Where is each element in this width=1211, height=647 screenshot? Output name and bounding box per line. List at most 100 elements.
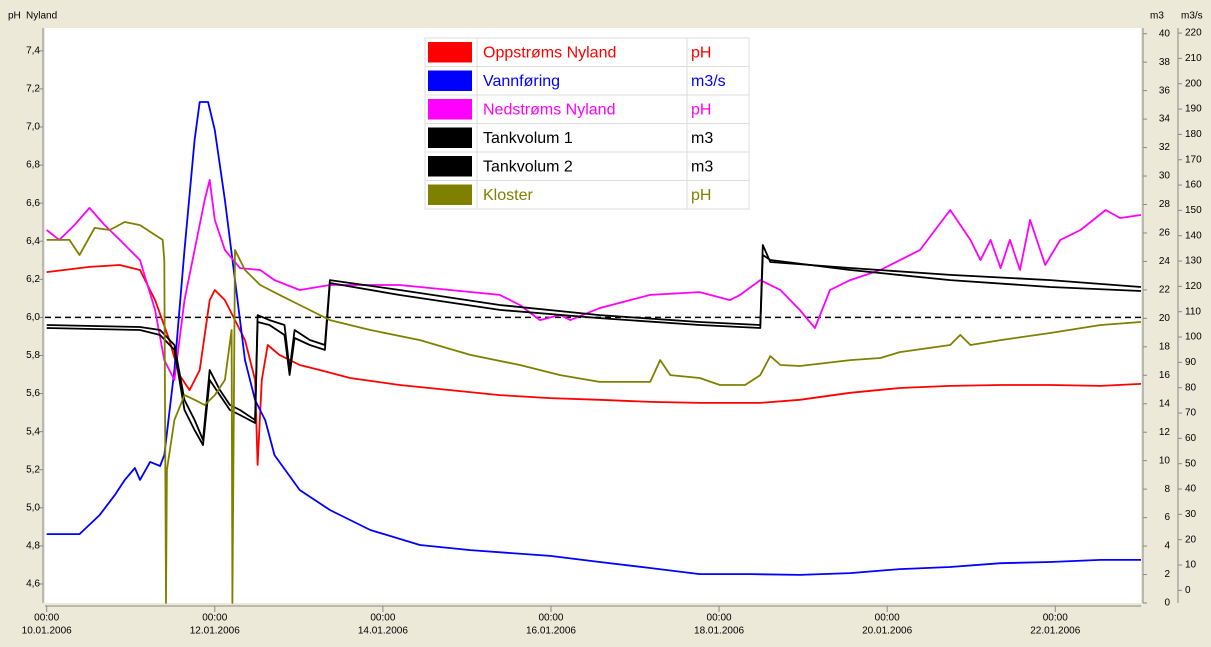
y2-tick-label: 0 <box>1164 598 1170 609</box>
y-tick-label: 5,2 <box>26 464 40 475</box>
x-tick-time: 00:00 <box>1043 613 1068 624</box>
x-tick-label: 22.01.2006 <box>1030 626 1080 637</box>
x-tick-time: 00:00 <box>370 613 395 624</box>
y2-tick-label: 18 <box>1159 341 1171 352</box>
legend-name: Kloster <box>483 187 533 204</box>
y2-tick-label: 34 <box>1159 114 1171 125</box>
y3-tick-label: 70 <box>1185 408 1197 419</box>
y2-tick-label: 36 <box>1159 85 1171 96</box>
legend-name: Nedstrøms Nyland <box>483 101 615 118</box>
y-tick-label: 5,6 <box>26 388 40 399</box>
y2-tick-label: 32 <box>1159 142 1171 153</box>
y3-axis-label: m3/s <box>1181 11 1203 22</box>
legend-name: Tankvolum 2 <box>483 158 573 175</box>
x-tick-label: 14.01.2006 <box>358 626 408 637</box>
y-tick-label: 4,8 <box>26 541 40 552</box>
series-line <box>46 179 1141 381</box>
y3-tick-label: 20 <box>1185 534 1197 545</box>
y2-tick-label: 28 <box>1159 199 1171 210</box>
y3-tick-label: 180 <box>1185 129 1202 140</box>
y-axis-label: pH <box>8 11 21 22</box>
y-tick-label: 7,4 <box>26 45 40 56</box>
y-tick-label: 6,0 <box>26 312 40 323</box>
y2-tick-label: 16 <box>1159 370 1171 381</box>
x-tick-label: 16.01.2006 <box>526 626 576 637</box>
x-tick-label: 20.01.2006 <box>862 626 912 637</box>
y3-tick-label: 210 <box>1185 53 1202 64</box>
x-tick-time: 00:00 <box>202 613 227 624</box>
y-tick-label: 6,8 <box>26 160 40 171</box>
y2-tick-label: 30 <box>1159 171 1171 182</box>
y3-tick-label: 140 <box>1185 230 1202 241</box>
x-tick-time: 00:00 <box>875 613 900 624</box>
chart-title: Nyland <box>26 11 57 22</box>
y-tick-label: 5,0 <box>26 502 40 513</box>
legend-swatch <box>428 156 472 177</box>
y-tick-label: 6,2 <box>26 274 40 285</box>
y-tick-label: 7,0 <box>26 122 40 133</box>
legend-name: Oppstrøms Nyland <box>483 44 616 61</box>
plot-lines <box>45 101 1141 604</box>
legend-unit: pH <box>691 187 711 204</box>
legend: Oppstrøms Nyland pH Vannføring m3/s Nedstrøm… <box>424 37 750 210</box>
y3-tick-label: 220 <box>1185 28 1202 39</box>
x-tick-label: 10.01.2006 <box>22 626 72 637</box>
y-tick-label: 7,2 <box>26 84 40 95</box>
legend-swatch <box>428 42 472 63</box>
series-line <box>46 101 1141 576</box>
y2-axis-label: m3 <box>1150 11 1164 22</box>
y3-tick-label: 160 <box>1185 180 1202 191</box>
y3-tick-label: 30 <box>1185 509 1197 520</box>
y2-tick-label: 40 <box>1159 28 1171 39</box>
y-tick-label: 5,4 <box>26 426 40 437</box>
y2-tick-label: 2 <box>1164 569 1170 580</box>
y3-tick-label: 170 <box>1185 154 1202 165</box>
legend-name: Tankvolum 1 <box>483 130 573 147</box>
y3-tick-label: 40 <box>1185 484 1197 495</box>
y2-tick-label: 6 <box>1164 512 1170 523</box>
legend-swatch <box>428 127 472 148</box>
legend-swatch <box>428 70 472 91</box>
y2-tick-label: 14 <box>1159 398 1171 409</box>
legend-unit: m3/s <box>691 73 726 90</box>
y-tick-label: 4,6 <box>26 579 40 590</box>
y2-tick-label: 10 <box>1159 455 1171 466</box>
series-line <box>46 254 1141 446</box>
y3-tick-label: 100 <box>1185 332 1202 343</box>
y-tick-label: 5,8 <box>26 350 40 361</box>
y3-tick-label: 50 <box>1185 458 1197 469</box>
x-tick-time: 00:00 <box>538 613 563 624</box>
y2-tick-label: 38 <box>1159 57 1171 68</box>
legend-unit: pH <box>691 44 711 61</box>
y-tick-label: 6,6 <box>26 198 40 209</box>
y3-tick-label: 130 <box>1185 256 1202 267</box>
y2-tick-label: 4 <box>1164 541 1170 552</box>
y3-tick-label: 90 <box>1185 357 1197 368</box>
y3-tick-label: 0 <box>1185 585 1191 596</box>
y3-tick-label: 60 <box>1185 433 1197 444</box>
y3-tick-label: 80 <box>1185 382 1197 393</box>
y-tick-label: 6,4 <box>26 236 40 247</box>
series-line <box>46 221 1141 604</box>
y2-tick-label: 24 <box>1159 256 1171 267</box>
legend-swatch <box>428 184 472 205</box>
y3-tick-label: 120 <box>1185 281 1202 292</box>
y3-tick-label: 190 <box>1185 104 1202 115</box>
legend-unit: pH <box>691 101 711 118</box>
y3-tick-label: 200 <box>1185 78 1202 89</box>
y2-tick-label: 26 <box>1159 228 1171 239</box>
y2-tick-label: 20 <box>1159 313 1171 324</box>
legend-unit: m3 <box>691 130 713 147</box>
y2-tick-label: 8 <box>1164 484 1170 495</box>
x-tick-time: 00:00 <box>707 613 732 624</box>
x-tick-label: 12.01.2006 <box>190 626 240 637</box>
legend-swatch <box>428 99 472 120</box>
y3-tick-label: 10 <box>1185 560 1197 571</box>
legend-unit: m3 <box>691 158 713 175</box>
x-tick-label: 18.01.2006 <box>694 626 744 637</box>
y3-tick-label: 150 <box>1185 205 1202 216</box>
legend-name: Vannføring <box>483 73 560 90</box>
y2-tick-label: 22 <box>1159 285 1171 296</box>
x-tick-time: 00:00 <box>34 613 59 624</box>
